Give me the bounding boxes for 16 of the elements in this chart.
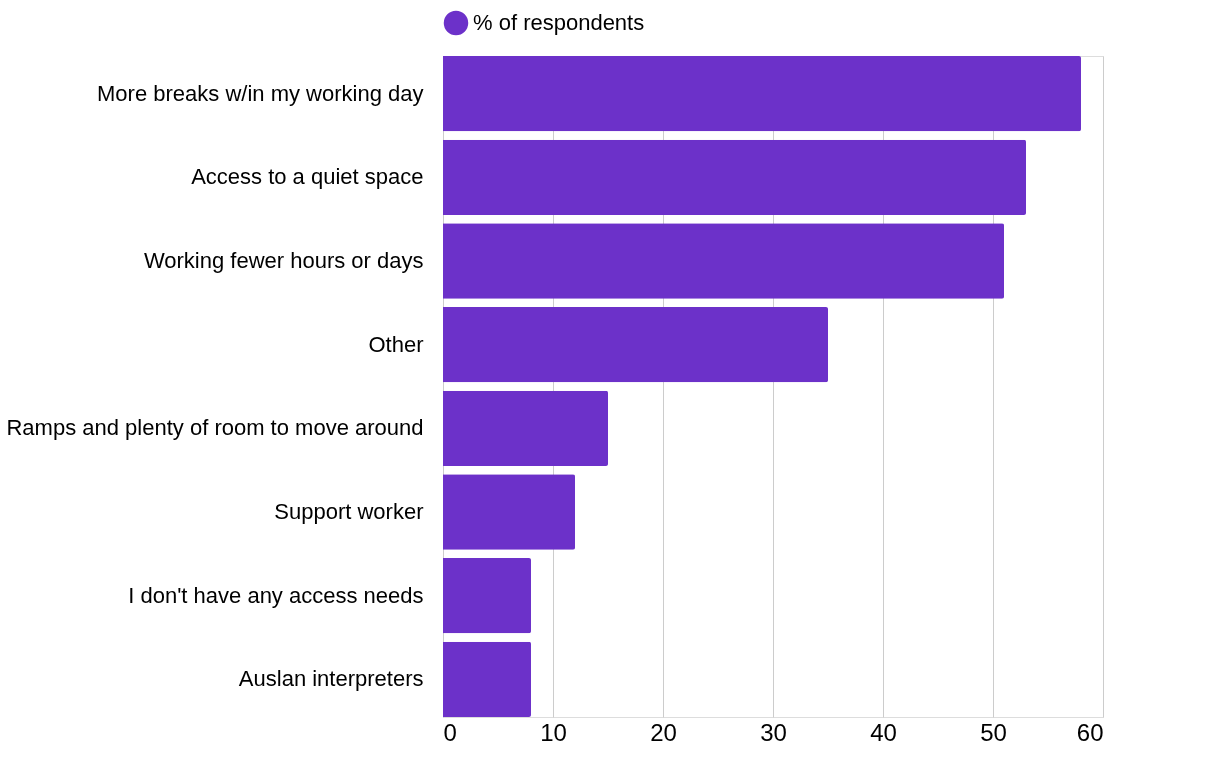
y-tick-label: Working fewer hours or days [143, 247, 424, 273]
y-tick-label: Other [368, 331, 424, 357]
x-tick-label: 0 [443, 718, 457, 746]
y-tick-label: Support worker [274, 499, 424, 525]
x-tick-label: 50 [980, 718, 1007, 746]
x-tick-label: 20 [650, 718, 677, 746]
legend-label: % of respondents [473, 10, 645, 35]
x-tick-label: 40 [870, 718, 897, 746]
y-tick-label: Auslan interpreters [238, 666, 424, 692]
x-tick-label: 60 [1076, 718, 1104, 746]
x-tick-label: 30 [760, 718, 787, 746]
y-tick-label: Access to a quiet space [191, 164, 424, 190]
y-tick-label: Ramps and plenty of room to move around [6, 415, 424, 441]
y-tick-label: I don't have any access needs [128, 582, 424, 608]
x-tick-label: 10 [540, 718, 567, 746]
y-tick-label: More breaks w/in my working day [97, 80, 424, 106]
